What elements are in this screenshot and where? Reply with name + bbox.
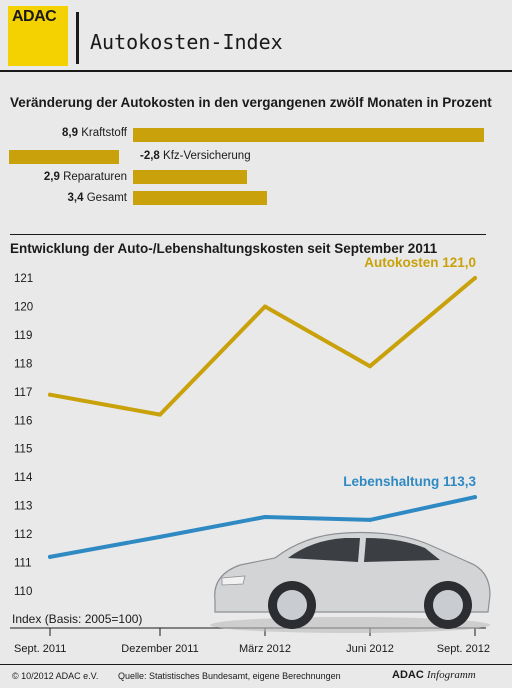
- data-point-lebenshaltung: [263, 515, 267, 519]
- bar-kraftstoff: [133, 128, 484, 142]
- series-label-autokosten: Autokosten 121,0: [364, 255, 476, 270]
- y-tick-label: 120: [14, 301, 33, 313]
- header: ADAC Autokosten-Index: [0, 0, 512, 70]
- bar-category: Kfz-Versicherung: [163, 150, 251, 162]
- bar-value: 2,9: [43, 171, 60, 183]
- bar-reparaturen: [133, 170, 248, 184]
- y-tick-label: 117: [14, 387, 32, 399]
- bar-label-reparaturen: 2,9 Reparaturen: [44, 171, 127, 183]
- car-image: [210, 531, 491, 633]
- copyright-text: © 10/2012 ADAC e.V.: [12, 671, 99, 681]
- brand-name: ADAC: [392, 669, 424, 681]
- bar-label-kfz-versicherung: -2,8 Kfz-Versicherung: [140, 150, 251, 162]
- y-tick-label: 115: [14, 444, 32, 456]
- y-tick-label: 119: [14, 330, 32, 342]
- bar-label-kraftstoff: 8,9 Kraftstoff: [62, 127, 127, 139]
- x-tick-label: Juni 2012: [346, 643, 394, 655]
- y-tick-label: 113: [14, 501, 32, 513]
- bar-gesamt: [133, 191, 267, 205]
- y-tick-label: 111: [14, 558, 31, 570]
- bar-value: -2,8: [140, 150, 160, 162]
- bar-category: Reparaturen: [63, 171, 127, 183]
- source-text: Quelle: Statistisches Bundesamt, eigene …: [118, 671, 341, 681]
- x-tick-label: März 2012: [239, 643, 291, 655]
- bar-chart-title: Veränderung der Autokosten in den vergan…: [10, 95, 492, 110]
- bar-kfz-versicherung: [8, 150, 119, 164]
- y-tick-label: 112: [14, 529, 32, 541]
- bar-category: Gesamt: [86, 192, 127, 204]
- data-point-autokosten: [158, 412, 162, 417]
- series-label-lebenshaltung: Lebenshaltung 113,3: [343, 474, 476, 489]
- x-tick-label: Dezember 2011: [121, 643, 198, 655]
- x-tick-label: Sept. 2011: [14, 643, 66, 655]
- line-chart-title: Entwicklung der Auto-/Lebenshaltungskost…: [10, 241, 438, 256]
- data-point-autokosten: [368, 364, 372, 369]
- data-point-autokosten: [473, 276, 477, 280]
- brand-italic: Infogramm: [426, 669, 476, 681]
- top-rule: [0, 70, 512, 72]
- footer: © 10/2012 ADAC e.V. Quelle: Statistische…: [0, 664, 512, 688]
- footer-brand: ADAC Infogramm: [392, 669, 476, 681]
- bar-value: 8,9: [61, 127, 78, 139]
- data-point-autokosten: [48, 392, 52, 397]
- y-tick-label: 114: [14, 472, 33, 484]
- data-point-lebenshaltung: [473, 495, 477, 500]
- logo-text: ADAC: [12, 8, 57, 25]
- data-point-lebenshaltung: [368, 517, 372, 522]
- y-tick-label: 121: [14, 273, 33, 285]
- adac-logo: ADAC: [8, 6, 68, 66]
- bar-category: Kraftstoff: [81, 127, 127, 139]
- x-tick-label: Sept. 2012: [437, 643, 490, 655]
- page-title: Autokosten-Index: [90, 30, 283, 54]
- data-point-lebenshaltung: [48, 554, 52, 559]
- bar-label-gesamt: 3,4 Gesamt: [68, 192, 127, 204]
- header-divider: [76, 12, 79, 64]
- section-divider: [10, 234, 486, 235]
- data-point-autokosten: [263, 304, 267, 309]
- series-line-autokosten: [48, 276, 477, 417]
- y-tick-label: 110: [14, 586, 32, 598]
- data-point-lebenshaltung: [158, 534, 162, 539]
- y-tick-label: 118: [14, 358, 32, 370]
- bar-value: 3,4: [67, 192, 84, 204]
- index-note: Index (Basis: 2005=100): [12, 612, 143, 626]
- y-tick-label: 116: [14, 415, 32, 427]
